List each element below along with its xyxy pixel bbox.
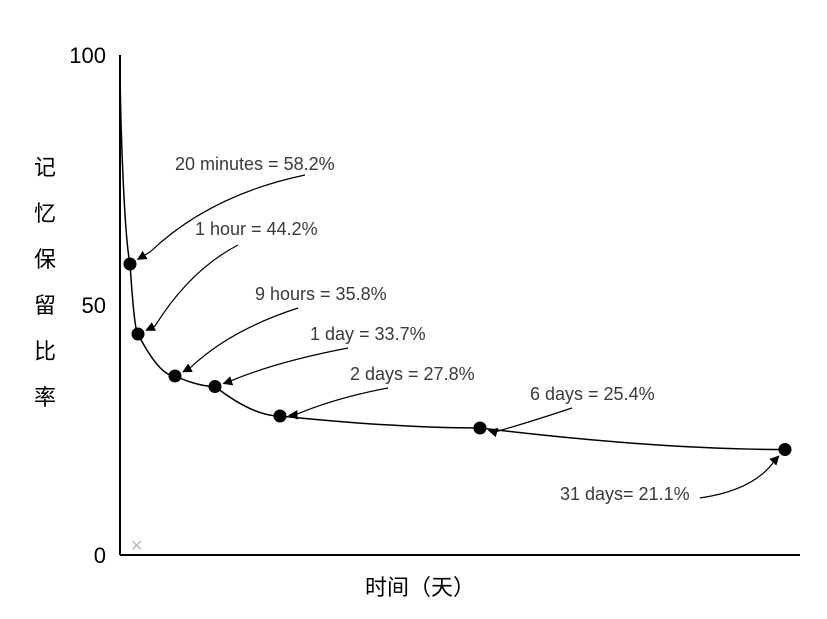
annotation-label: 31 days= 21.1% bbox=[560, 484, 690, 504]
y-axis-label-char: 保 bbox=[34, 247, 56, 272]
data-point bbox=[132, 328, 144, 340]
annotation-label: 1 hour = 44.2% bbox=[195, 219, 318, 239]
y-axis-label-char: 忆 bbox=[34, 201, 56, 226]
origin-mark: ✕ bbox=[130, 538, 143, 555]
annotation-label: 6 days = 25.4% bbox=[530, 384, 655, 404]
y-axis-label-char: 留 bbox=[34, 293, 56, 318]
y-axis-label-char: 记 bbox=[34, 155, 56, 180]
y-axis-label-char: 比 bbox=[34, 339, 56, 364]
data-point bbox=[779, 444, 791, 456]
data-point bbox=[124, 258, 136, 270]
annotation-label: 2 days = 27.8% bbox=[350, 364, 475, 384]
y-tick-label: 50 bbox=[82, 293, 106, 318]
y-tick-label: 100 bbox=[69, 43, 106, 68]
data-point bbox=[209, 381, 221, 393]
y-axis-label-char: 率 bbox=[34, 385, 56, 410]
x-axis-label: 时间（天） bbox=[365, 575, 475, 600]
chart-background bbox=[0, 0, 827, 619]
data-point bbox=[274, 410, 286, 422]
data-point bbox=[474, 422, 486, 434]
annotation-label: 9 hours = 35.8% bbox=[255, 284, 387, 304]
annotation-label: 20 minutes = 58.2% bbox=[175, 154, 335, 174]
annotation-label: 1 day = 33.7% bbox=[310, 324, 426, 344]
forgetting-curve-chart: 0 50 100 ✕ 记忆保留比率时间（天） 20 minutes = 58.2% 1 ho… bbox=[0, 0, 827, 619]
data-point bbox=[169, 370, 181, 382]
y-tick-label: 0 bbox=[94, 543, 106, 568]
